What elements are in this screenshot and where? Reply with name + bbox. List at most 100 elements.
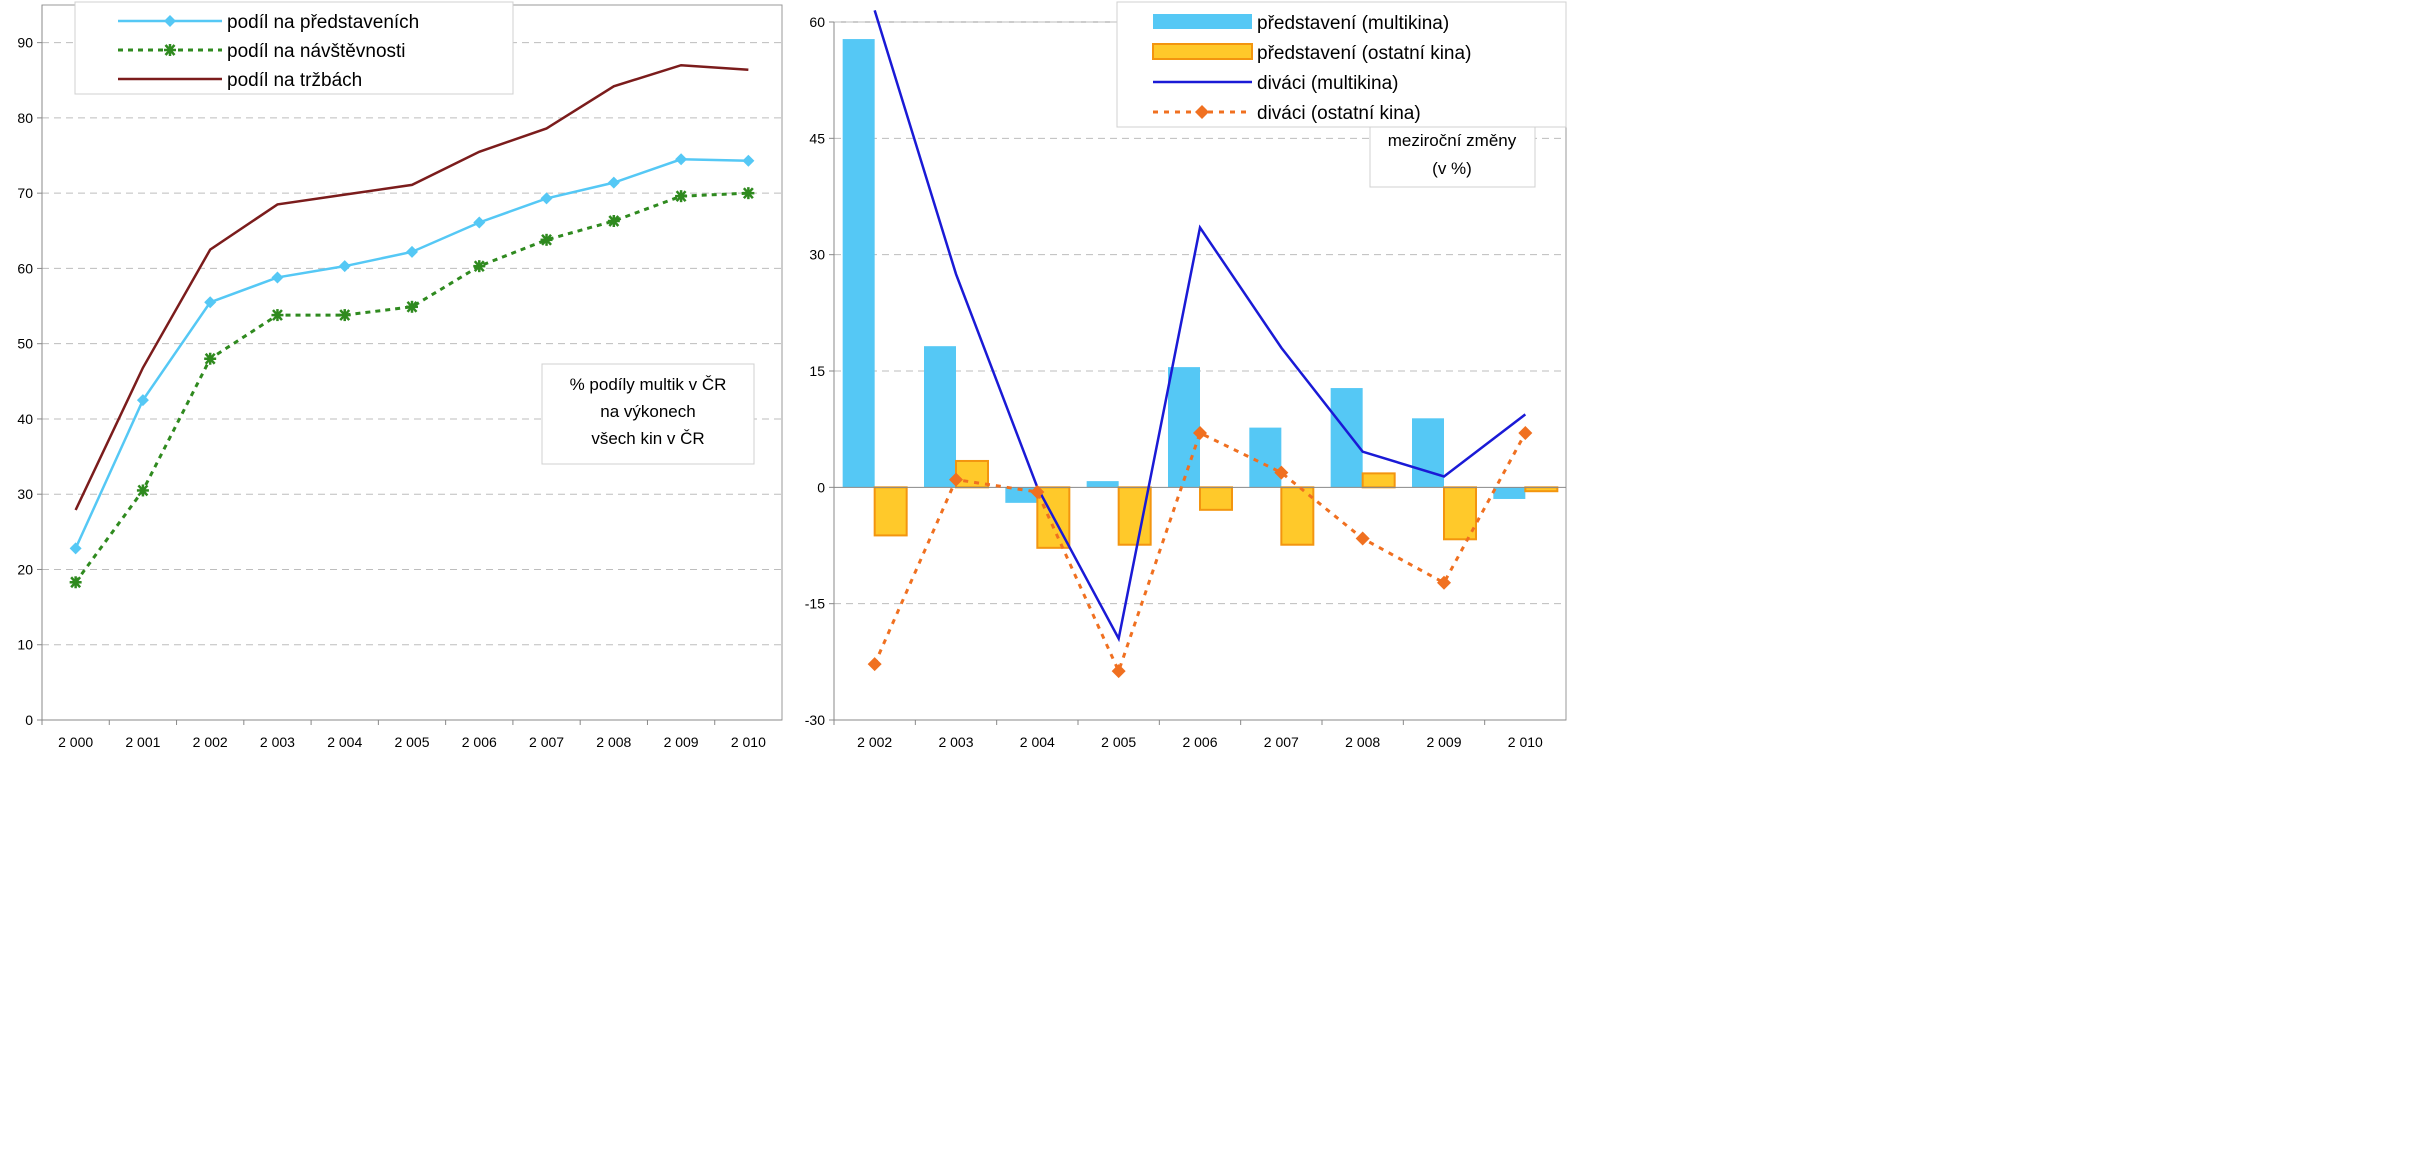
legend-label-2: podíl na tržbách (227, 70, 362, 91)
data-point-diamond (271, 271, 284, 284)
y-tick-label: 45 (809, 130, 825, 146)
bar-0 (1168, 367, 1200, 488)
data-point-diamond (1355, 531, 1370, 546)
data-point-asterisk (136, 484, 149, 497)
bar-1 (1361, 472, 1396, 489)
x-tick-label: 2 009 (664, 734, 699, 750)
data-point-diamond (406, 245, 418, 258)
x-tick-label: 2 002 (193, 734, 228, 750)
data-point-diamond (540, 192, 553, 205)
plot-area (41, 4, 783, 721)
bar-1 (955, 459, 989, 489)
y-tick-label: 0 (817, 479, 825, 495)
bar-0 (1330, 388, 1363, 488)
x-tick-label: 2 007 (529, 734, 564, 750)
data-point-asterisk (742, 187, 755, 200)
x-tick-label: 2 008 (1345, 734, 1380, 750)
annotation-line-1: na výkonech (600, 402, 695, 421)
x-tick-label: 2 004 (1020, 734, 1055, 750)
x-tick-label: 2 003 (938, 734, 973, 750)
y-tick-label: -15 (805, 596, 825, 612)
data-point-asterisk (338, 309, 351, 322)
bar-0 (1493, 487, 1526, 499)
data-point-asterisk (406, 300, 418, 313)
legend-swatch-1 (1152, 43, 1253, 60)
legend-marker-diamond (164, 15, 176, 27)
data-point-diamond (1193, 426, 1207, 441)
x-tick-label: 2 006 (462, 734, 497, 750)
data-point-diamond (607, 176, 620, 189)
annotation-line-2: všech kin v ČR (591, 429, 704, 448)
y-tick-label: 50 (17, 336, 33, 352)
yearly-change-chart: 60 45 30 15 0 -15 -30 2 002 2 003 2 004 2 005 2 006… (805, 1, 1567, 750)
legend-swatch-0 (1153, 14, 1252, 29)
data-point-diamond (338, 260, 351, 273)
data-point-asterisk (271, 309, 284, 322)
data-point-asterisk (675, 190, 688, 203)
data-point-diamond (949, 472, 963, 487)
y-tick-label: 30 (809, 247, 825, 263)
y-tick-label: 20 (17, 561, 33, 577)
x-tick-label: 2 004 (327, 734, 362, 750)
y-tick-label: 0 (25, 712, 33, 728)
annotation-box (541, 363, 755, 465)
x-tick-label: 2 005 (394, 734, 429, 750)
y-tick-label: 60 (809, 14, 825, 30)
data-point-diamond (1518, 426, 1533, 441)
y-tick-label: 15 (809, 363, 825, 379)
data-point-diamond (1274, 465, 1289, 480)
y-tick-label: 80 (17, 110, 33, 126)
data-point-diamond (1030, 484, 1045, 499)
legend-marker-asterisk (164, 44, 176, 56)
legend-label-0: podíl na představeních (227, 12, 419, 33)
data-point-asterisk (473, 260, 486, 273)
legend-label-2: diváci (multikina) (1257, 73, 1398, 94)
data-point-diamond (867, 657, 882, 672)
x-tick-label: 2 010 (1508, 734, 1543, 750)
series-line-1 (74, 191, 749, 584)
annotation-box (1369, 126, 1536, 188)
annotation-line-0: % podíly multik v ČR (570, 375, 727, 394)
data-point-asterisk (69, 576, 82, 589)
x-tick-label: 2 003 (260, 734, 295, 750)
data-point-diamond (136, 394, 149, 407)
legend-label-0: představení (multikina) (1257, 13, 1449, 34)
x-tick-label: 2 006 (1182, 734, 1217, 750)
bar-0 (1412, 418, 1444, 488)
data-point-asterisk (540, 233, 553, 246)
x-tick-label: 2 001 (125, 734, 160, 750)
data-point-diamond (742, 154, 755, 167)
annotation-line-0: meziroční změny (1388, 131, 1517, 150)
data-point-diamond (675, 153, 688, 166)
y-tick-label: 70 (17, 185, 33, 201)
x-tick-label: 2 008 (596, 734, 631, 750)
y-tick-label: 30 (17, 486, 33, 502)
legend-label-1: podíl na návštěvnosti (227, 41, 406, 62)
legend-label-1: představení (ostatní kina) (1257, 43, 1471, 64)
annotation-line-1: (v %) (1432, 159, 1472, 178)
data-point-diamond (69, 542, 82, 555)
bar-0 (1086, 481, 1119, 488)
data-point-asterisk (204, 352, 217, 365)
bar-0 (842, 39, 875, 488)
data-point-diamond (473, 216, 486, 229)
x-tick-label: 2 010 (731, 734, 766, 750)
data-point-diamond (1111, 664, 1126, 679)
shares-line-chart: 0 10 20 30 40 50 60 70 80 90 2 000 2 001 2 002 2 003 2… (17, 1, 783, 750)
data-point-diamond (1437, 575, 1451, 590)
left-chart-panel: 0 10 20 30 40 50 60 70 80 90 2 000 2 001 2 002 2 003 2… (0, 0, 786, 755)
legend-marker-diamond (1195, 105, 1209, 119)
y-tick-label: 90 (17, 35, 33, 51)
bar-1 (1199, 486, 1233, 511)
data-point-asterisk (607, 215, 620, 228)
x-tick-label: 2 005 (1101, 734, 1136, 750)
series-line-2 (74, 63, 749, 511)
bar-0 (1249, 427, 1282, 488)
bar-1 (1524, 486, 1559, 493)
y-tick-label: -30 (805, 712, 825, 728)
series-line-2 (873, 9, 1527, 643)
x-tick-label: 2 009 (1426, 734, 1461, 750)
right-chart-panel: 60 45 30 15 0 -15 -30 2 002 2 003 2 004 2 005 2 006… (790, 0, 1568, 755)
y-tick-label: 10 (17, 637, 33, 653)
bar-1 (873, 486, 908, 537)
